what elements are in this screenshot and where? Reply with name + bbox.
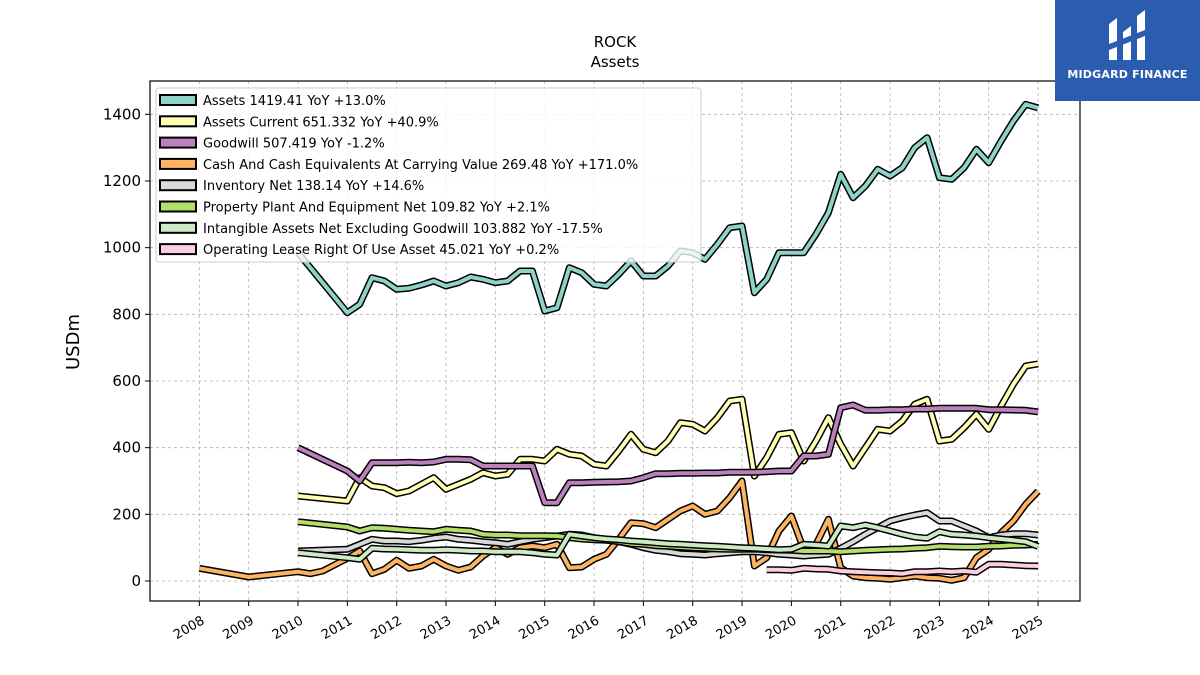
- y-tick-label: 400: [112, 439, 141, 457]
- x-tick-label: 2019: [714, 613, 750, 643]
- series-6: [297, 521, 1040, 563]
- y-axis-label: USDm: [63, 314, 84, 370]
- legend-swatch: [159, 136, 197, 149]
- legend-swatch: [159, 115, 197, 128]
- legend-swatch: [159, 179, 197, 192]
- x-tick-label: 2016: [566, 613, 602, 643]
- series-line: [297, 361, 1039, 503]
- x-tick-label: 2025: [1010, 613, 1046, 643]
- x-tick-label: 2014: [467, 613, 503, 643]
- legend-box: [155, 87, 702, 263]
- x-tick-label: 2013: [418, 613, 454, 643]
- chart-title: ROCK: [594, 33, 638, 51]
- legend-swatch: [159, 200, 197, 213]
- series-lines: [198, 100, 1041, 584]
- x-tick-label: 2010: [270, 613, 306, 643]
- legend-label: Assets 1419.41 YoY +13.0%: [203, 94, 386, 109]
- x-tick-label: 2018: [665, 613, 701, 643]
- legend-label: Cash And Cash Equivalents At Carrying Va…: [203, 158, 638, 173]
- series-line: [297, 403, 1039, 505]
- brand-logo: MIDGARD FINANCE: [1055, 0, 1200, 101]
- x-tick-label: 2015: [517, 613, 553, 643]
- series-1: [297, 360, 1039, 505]
- y-tick-label: 600: [112, 372, 141, 390]
- y-tick-label: 1000: [103, 239, 141, 257]
- series-line: [198, 479, 1040, 583]
- legend-label: Inventory Net 138.14 YoY +14.6%: [203, 179, 424, 194]
- legend-swatch: [159, 94, 197, 106]
- plot-frame: [149, 80, 1081, 602]
- y-tick-label: 1400: [103, 105, 141, 123]
- legend-label: Operating Lease Right Of Use Asset 45.02…: [203, 243, 559, 258]
- x-tick-label: 2017: [615, 613, 651, 643]
- series-4: [297, 509, 1039, 560]
- legend-item: Cash And Cash Equivalents At Carrying Va…: [159, 157, 638, 173]
- x-tick-label: 2011: [319, 613, 355, 643]
- midgard-logo-icon: [1109, 10, 1145, 60]
- legend: Assets 1419.41 YoY +13.0% Assets Current …: [155, 87, 702, 263]
- x-tick-label: 2012: [369, 613, 405, 643]
- y-tick-label: 1200: [103, 172, 141, 190]
- x-tick-label: 2008: [171, 613, 207, 643]
- legend-item: Property Plant And Equipment Net 109.82 …: [159, 200, 550, 216]
- series-2: [296, 401, 1039, 507]
- legend-item: Goodwill 507.419 YoY -1.2%: [159, 136, 385, 152]
- series-line: [297, 510, 1039, 558]
- legend-label: Assets Current 651.332 YoY +40.9%: [203, 115, 439, 130]
- brand-name: MIDGARD FINANCE: [1067, 68, 1188, 81]
- series-line: [766, 562, 1039, 576]
- legend-swatch: [159, 243, 197, 256]
- series-7: [766, 560, 1039, 578]
- x-tick-label: 2022: [862, 613, 898, 643]
- x-tick-label: 2024: [961, 613, 997, 643]
- legend-swatch: [159, 157, 197, 170]
- legend-item: Assets Current 651.332 YoY +40.9%: [159, 115, 439, 130]
- x-tick-label: 2020: [763, 613, 799, 643]
- legend-label: Intangible Assets Net Excluding Goodwill…: [203, 222, 603, 237]
- legend-label: Goodwill 507.419 YoY -1.2%: [203, 137, 385, 152]
- x-tick-label: 2009: [221, 613, 257, 643]
- legend-label: Property Plant And Equipment Net 109.82 …: [203, 201, 550, 216]
- y-tick-label: 200: [112, 505, 141, 523]
- legend-swatch: [159, 221, 197, 234]
- chart-subtitle: Assets: [591, 53, 640, 71]
- x-tick-label: 2023: [911, 613, 947, 643]
- x-tick-label: 2021: [813, 613, 849, 643]
- series-line: [297, 523, 1039, 562]
- y-tick-label: 0: [131, 572, 141, 590]
- y-tick-label: 800: [112, 305, 141, 323]
- series-line-outline: [297, 360, 1039, 505]
- legend-item: Operating Lease Right Of Use Asset 45.02…: [159, 243, 559, 258]
- legend-item: Inventory Net 138.14 YoY +14.6%: [159, 179, 424, 194]
- legend-item: Assets 1419.41 YoY +13.0%: [159, 94, 386, 109]
- y-axis-ticks: 0 200 400 600 800 1000 1200 1400: [103, 105, 150, 590]
- x-axis-ticks: 2008 2009 2010 2011 2012 2013 2014 2015 2016 2017…: [171, 601, 1046, 643]
- legend-item: Intangible Assets Net Excluding Goodwill…: [159, 221, 603, 237]
- series-3: [198, 477, 1041, 584]
